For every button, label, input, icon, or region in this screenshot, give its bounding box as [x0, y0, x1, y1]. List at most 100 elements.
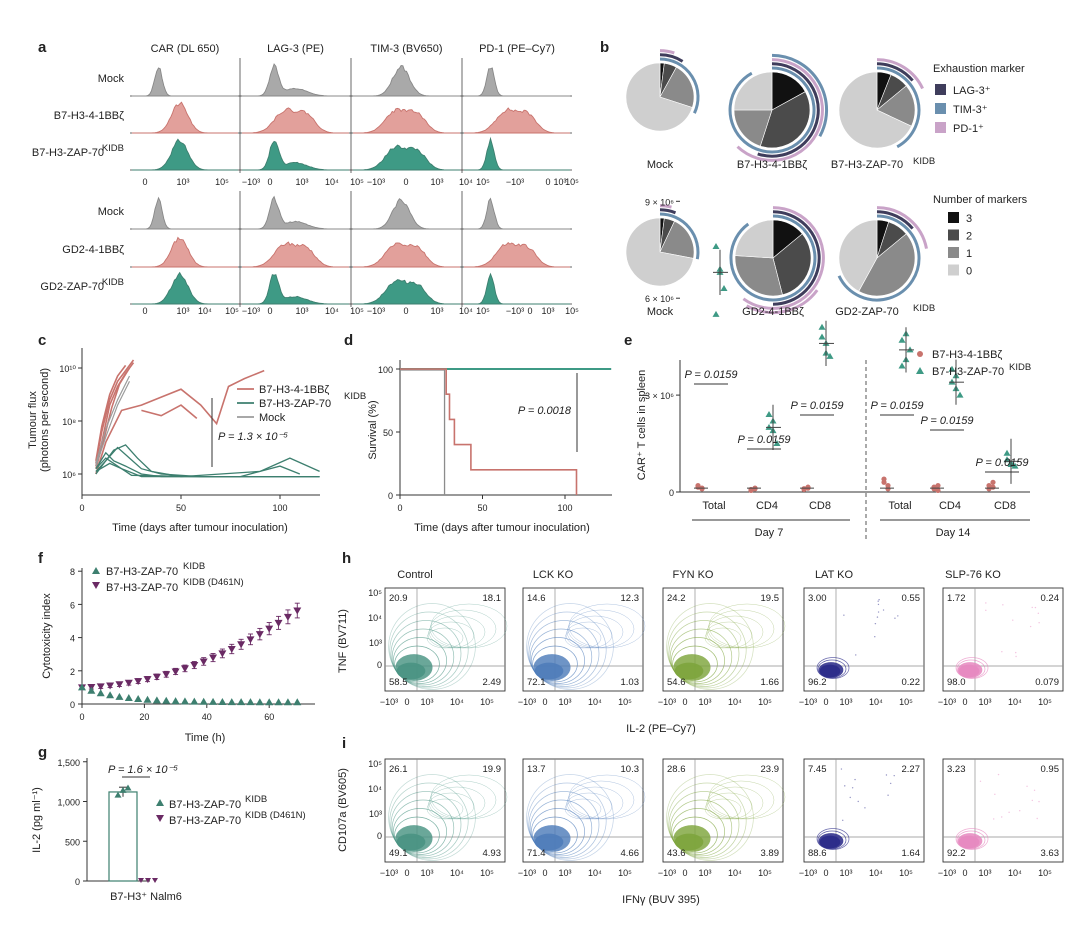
plot-title: LAT KO — [815, 569, 854, 581]
pie-3-slice — [838, 71, 912, 149]
y-tick-label: 0 — [377, 831, 382, 841]
x-tick-label: 10⁴ — [450, 868, 464, 878]
x-tick-label: 10⁴ — [325, 306, 339, 316]
x-tick-label: 40 — [202, 712, 212, 722]
contour — [528, 791, 600, 858]
contour — [393, 637, 447, 684]
legend-superscript: KIDB (D461N) — [245, 810, 306, 821]
x-tick-label: 10⁴ — [588, 697, 602, 707]
event-dot — [1015, 651, 1017, 654]
p-value: P = 0.0159 — [790, 400, 843, 412]
event-dot — [882, 609, 885, 611]
x-tick-label: 0 — [404, 868, 409, 878]
quadrant-value: 88.6 — [808, 848, 827, 859]
x-tick-label: 10⁵ — [758, 868, 772, 878]
legend-label: B7-H3-ZAP-70 — [932, 366, 1004, 378]
pie-2-slice — [733, 109, 773, 147]
panel-c-tumour-flux: c 10¹⁰ 10⁸ 10⁶ 0 50 100 Time (days after tumour… — [27, 332, 366, 534]
x-tick-label: −10³ — [518, 868, 536, 878]
event-dot — [842, 819, 844, 822]
contour — [708, 603, 786, 649]
point-zap70 — [78, 683, 86, 691]
pie-2-arc — [771, 53, 829, 138]
histogram-b7-h3-zap-70-col3 — [353, 144, 460, 171]
legend-label: B7-H3-4-1BBζ — [259, 384, 329, 396]
p-value: P = 0.0159 — [975, 457, 1028, 469]
event-dot — [854, 778, 856, 781]
pie-1-slice — [659, 66, 695, 108]
contour — [429, 780, 497, 820]
quadrant-value: 10.3 — [621, 764, 640, 775]
contour — [957, 662, 983, 678]
contour — [526, 603, 614, 690]
point-zap70 — [218, 697, 227, 705]
y-axis-label: (photons per second) — [39, 368, 51, 472]
x-tick-label: 0 — [682, 697, 687, 707]
contour — [532, 645, 578, 683]
point-b7-h3-zap70 — [1003, 449, 1011, 456]
point-zap70 — [114, 791, 122, 798]
point-b7-h3-41bbz — [990, 484, 996, 490]
contour — [816, 657, 850, 679]
legend-label: B7-H3-4-1BBζ — [932, 349, 1002, 361]
x-axis-label: Time (days after tumour inoculation) — [112, 522, 288, 534]
x-tick-label: 10⁵ — [565, 306, 579, 316]
point-zap70 — [199, 697, 208, 705]
contour — [390, 791, 462, 858]
group-label: Total — [702, 500, 725, 512]
p-value: P = 0.0159 — [684, 369, 737, 381]
histogram-gd2-4-1bb--col2 — [242, 241, 349, 268]
contour — [428, 786, 486, 820]
quadrant-value: 1.66 — [761, 677, 780, 688]
event-dot — [874, 636, 876, 638]
y-tick-label: 2 — [70, 667, 75, 677]
panel-letter-i: i — [342, 735, 346, 752]
event-dot — [1015, 655, 1017, 658]
point-b7-h3-41bbz — [935, 487, 941, 493]
histogram-mock-col1 — [132, 67, 238, 97]
panel-letter-g: g — [38, 744, 47, 761]
pie-1-arc — [659, 49, 675, 55]
x-tick-label: 10³ — [541, 306, 554, 316]
flow-plot-frame — [942, 587, 1064, 692]
x-tick-label: −10³ — [938, 868, 956, 878]
pie-6-arc — [876, 206, 928, 249]
x-tick-label: 10³ — [698, 868, 711, 878]
panel-e-spleen-counts: e 9 × 10⁶ 6 × 10⁶ 3 × 10⁶ 0 CAR⁺ T cells in s… — [624, 197, 1031, 540]
point-b7-h3-41bbz — [695, 482, 701, 489]
contour — [671, 808, 725, 855]
event-dot — [1002, 604, 1004, 606]
point-zap70-d461n — [152, 878, 158, 883]
point-zap70 — [180, 697, 189, 705]
x-tick-label: −10³ — [367, 177, 385, 187]
row-label: B7-H3-ZAP-70 — [32, 147, 104, 159]
contour — [668, 791, 740, 858]
x-tick-label: −10³ — [380, 697, 398, 707]
quadrant-value: 71.4 — [527, 848, 546, 859]
x-tick-label: 10³ — [698, 697, 711, 707]
x-tick-label: −10³ — [380, 868, 398, 878]
x-tick-label: −10³ — [658, 868, 676, 878]
x-tick-label: −10³ — [518, 697, 536, 707]
panel-letter-b: b — [600, 39, 609, 56]
histogram-mock-col4 — [464, 67, 570, 97]
point-zap70 — [87, 686, 96, 694]
flow-plot-frame — [384, 587, 506, 692]
pie-1-arc — [659, 57, 700, 114]
contour — [671, 637, 725, 684]
x-tick-label: 100 — [272, 503, 287, 513]
x-tick-label: −10³ — [506, 177, 524, 187]
event-dot — [877, 603, 880, 606]
pie-label: B7-H3-4-1BBζ — [737, 159, 807, 171]
x-tick-label: 0 — [142, 306, 147, 316]
point-zap70-d461n — [143, 676, 152, 684]
x-tick-label: −10³ — [938, 697, 956, 707]
legend-label: Mock — [259, 412, 286, 424]
pie-6-slice — [858, 233, 916, 297]
panel-i-cd107a-ifng-flow: i 26.1 19.9 49.1 4.93 −10³ 0 10³ 10⁴ 10⁵ 10⁵ 10⁴ 10³… — [337, 735, 1064, 906]
event-dot — [877, 600, 879, 602]
bar-zap70 — [108, 791, 138, 882]
quadrant-value: 0.24 — [1041, 593, 1060, 604]
column-header: TIM-3 (BV650) — [370, 43, 442, 55]
